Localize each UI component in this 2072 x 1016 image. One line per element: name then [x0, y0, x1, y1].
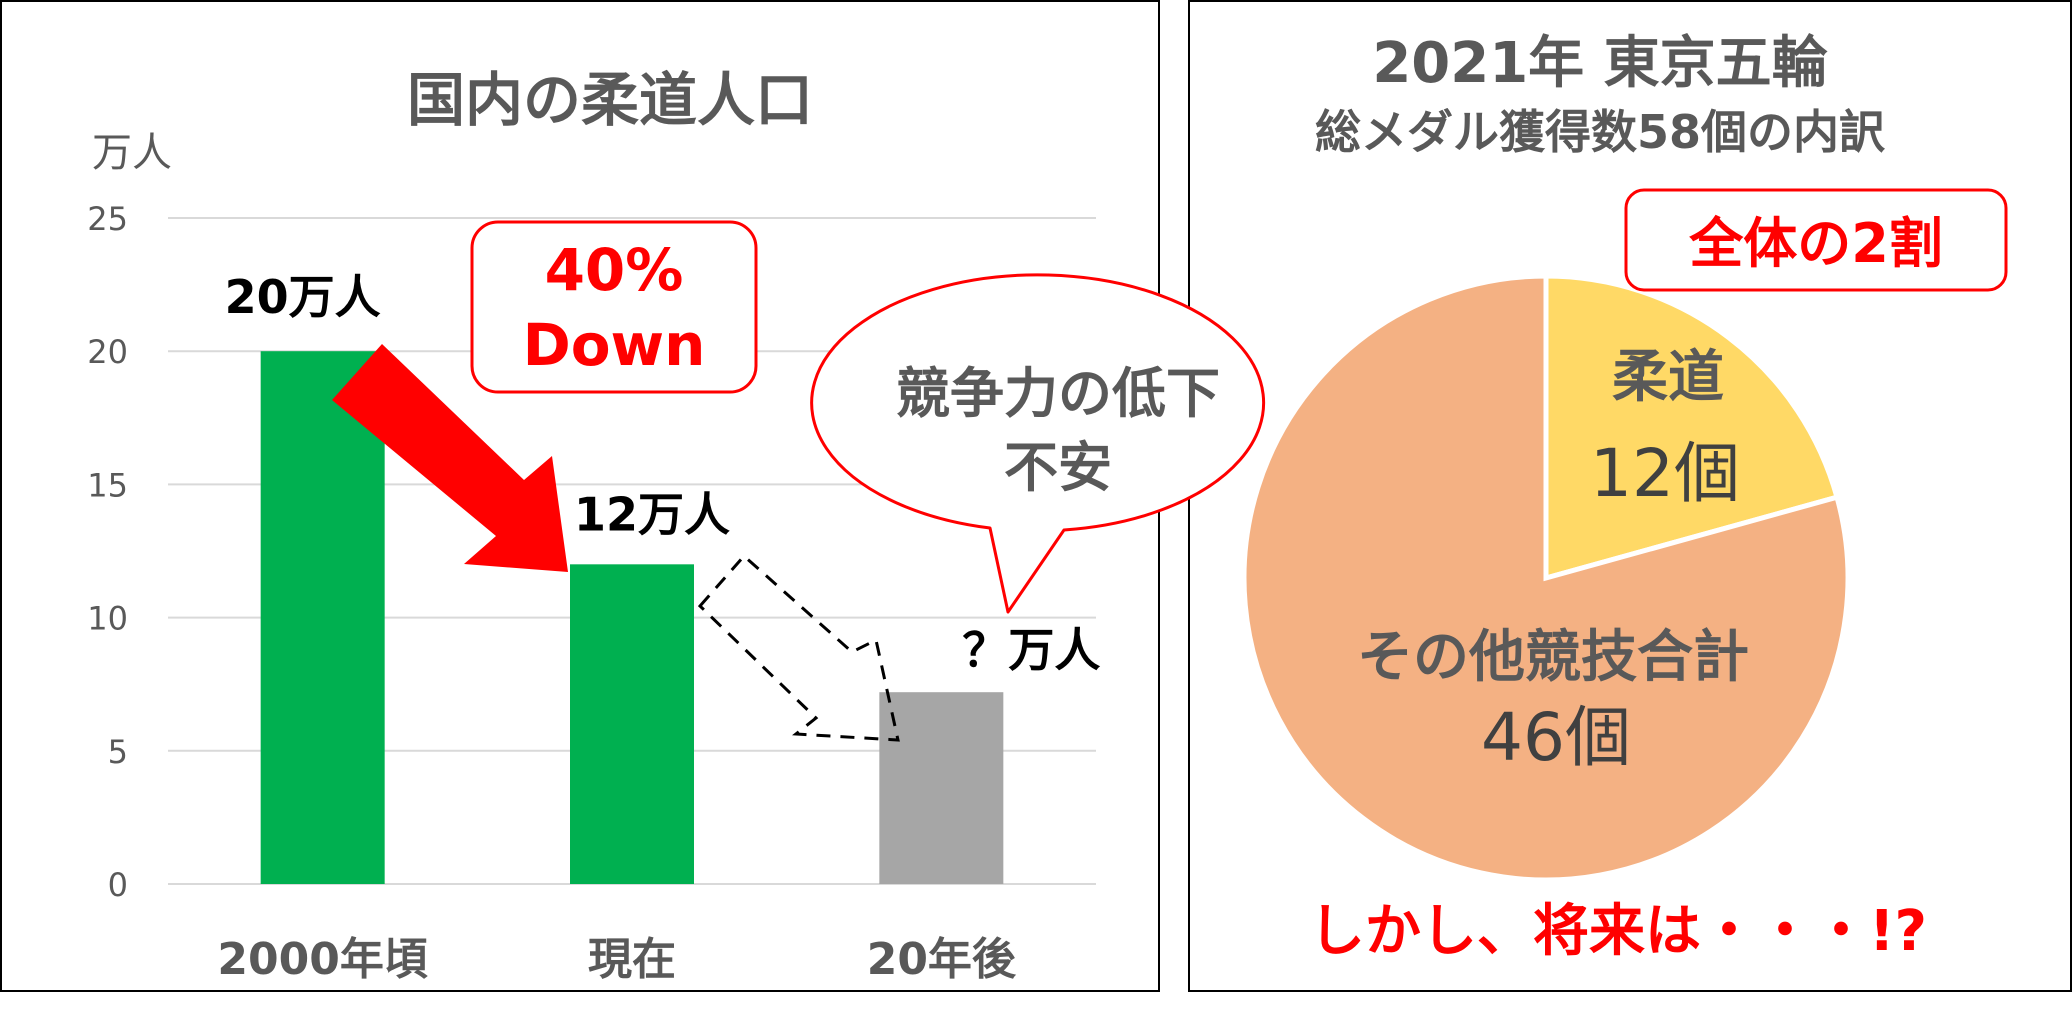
speech-bubble-line2: 不安: [1004, 436, 1112, 499]
other-slice-label: その他競技合計: [1357, 625, 1749, 690]
pie-slice: [1241, 273, 1851, 883]
decline-badge-word: Down: [523, 311, 706, 379]
y-tick-label: 20: [87, 333, 128, 371]
y-tick-label: 10: [87, 600, 128, 638]
share-badge-text: 全体の2割: [1688, 212, 1943, 275]
y-tick-label: 15: [87, 466, 128, 504]
pie-chart-subtitle: 総メダル獲得数58個の内訳: [1315, 105, 1886, 159]
x-tick-label: 20年後: [867, 934, 1017, 985]
data-labels: 2000年頃 現在 20年後 20万人 12万人 ？万人: [217, 270, 1100, 985]
y-axis-label: 万人: [92, 130, 172, 176]
bar: [260, 351, 385, 884]
bar: [570, 564, 694, 884]
bar: [879, 692, 1004, 884]
decline-arrow-icon: [332, 344, 568, 572]
bar-chart: 国内の柔道人口 万人 0 5 10 15 20 25 2000年頃 現在 20年後 20万人 12…: [87, 66, 1100, 985]
y-tick-label: 25: [87, 200, 128, 238]
share-badge: [1624, 188, 2008, 292]
y-tick-label: 5: [108, 733, 128, 771]
pie-slice: [1543, 273, 1841, 582]
bar-data-label: ？万人: [962, 623, 1100, 677]
judo-slice-value: 12個: [1590, 435, 1740, 512]
y-tick-label: 0: [108, 866, 128, 904]
x-tick-label: 2000年頃: [217, 934, 427, 985]
bars: [260, 351, 1004, 884]
speech-bubble-line1: 競争力の低下: [896, 362, 1220, 425]
x-tick-label: 現在: [588, 934, 676, 985]
decline-badge: [470, 220, 758, 394]
judo-slice-label: 柔道: [1612, 345, 1724, 410]
bar-data-label: 20万人: [225, 270, 381, 324]
decline-badge-percent: 40%: [545, 236, 684, 304]
bar-data-label: 12万人: [574, 487, 730, 541]
footer-note: しかし、将来は・・・!?: [1309, 899, 1927, 964]
dashed-future-arrow-icon: [697, 553, 900, 742]
pie-slices: [1241, 273, 1851, 883]
other-slice-value: 46個: [1481, 699, 1631, 776]
bar-chart-title: 国内の柔道人口: [407, 66, 813, 134]
pie-chart-title: 2021年 東京五輪: [1372, 31, 1827, 96]
speech-bubble-shape: [810, 273, 1266, 614]
